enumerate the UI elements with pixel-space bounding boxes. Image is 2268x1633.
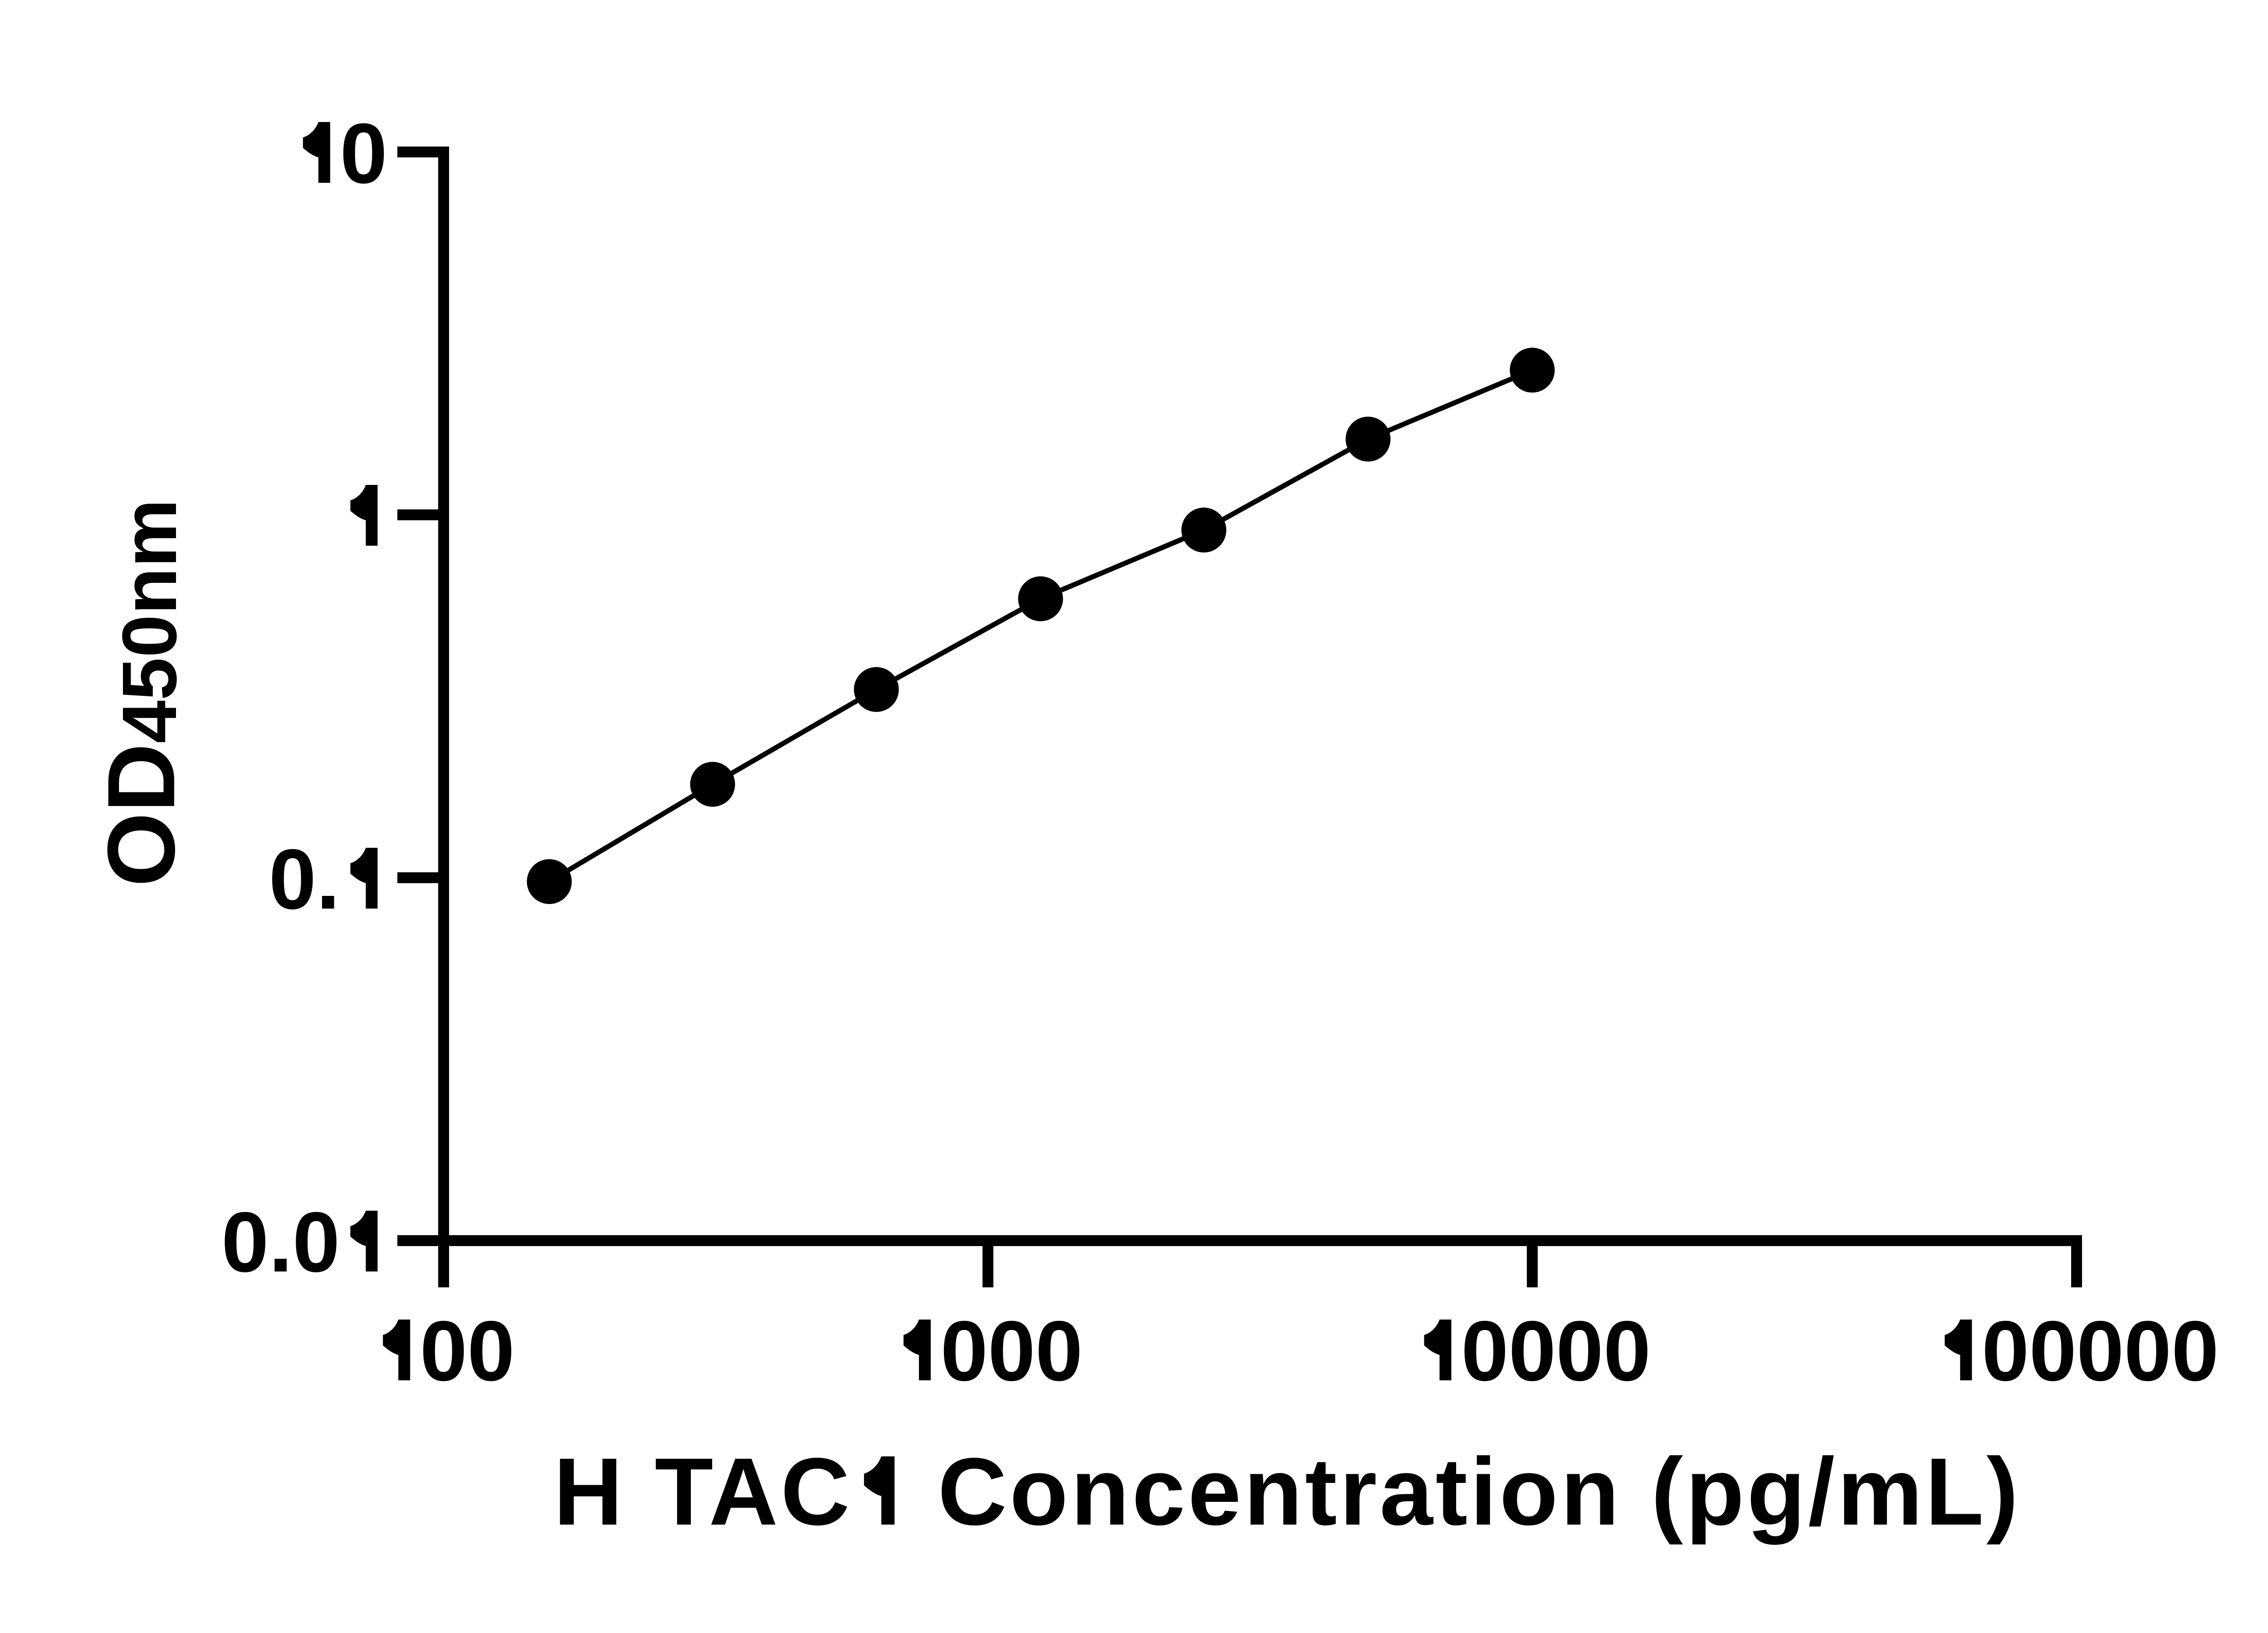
svg-text:0: 0	[340, 106, 387, 201]
svg-text:00: 00	[420, 1303, 515, 1398]
svg-text:0000: 0000	[1461, 1303, 1651, 1398]
svg-text:00000: 00000	[1982, 1303, 2219, 1398]
svg-text:0.0: 0.0	[221, 1194, 340, 1290]
svg-text:0.: 0.	[269, 831, 340, 927]
svg-text:Concentration (pg/mL): Concentration (pg/mL)	[909, 1438, 2021, 1545]
svg-text:H TAC: H TAC	[553, 1438, 852, 1545]
svg-text:OD450nm: OD450nm	[88, 499, 195, 887]
svg-text:000: 000	[940, 1303, 1083, 1398]
